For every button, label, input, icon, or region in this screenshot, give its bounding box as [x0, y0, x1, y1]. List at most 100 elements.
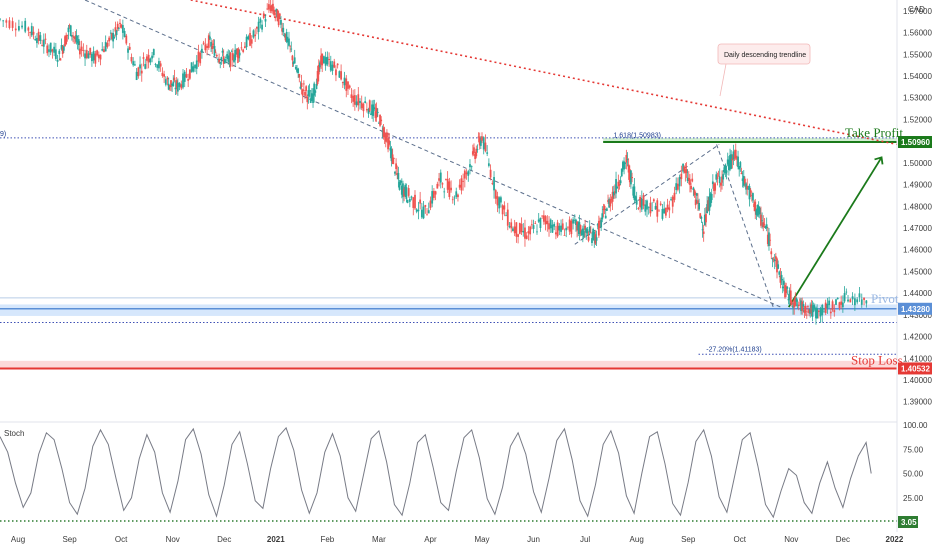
candle-body — [600, 219, 603, 228]
candle-body — [111, 33, 113, 39]
candle-body — [101, 49, 104, 51]
candle-body — [501, 205, 504, 215]
candle-body — [405, 187, 408, 200]
candle-body — [682, 163, 684, 172]
candle-body — [633, 186, 636, 200]
candle-body — [373, 107, 376, 110]
candle-body — [235, 53, 238, 54]
candle-body — [307, 90, 310, 96]
stoch-tick-label: 100.00 — [903, 421, 928, 430]
candle-body — [336, 63, 339, 66]
time-tick-label: Oct — [115, 535, 128, 544]
candle-body — [382, 127, 385, 137]
price-tick-label: 1.45000 — [903, 267, 932, 276]
candle-body — [816, 308, 818, 319]
stoch-tick-label: 75.00 — [903, 445, 924, 454]
candle-body — [320, 55, 322, 65]
candle-body — [580, 231, 583, 236]
candle-body — [604, 215, 607, 219]
candle-body — [443, 191, 446, 193]
candle-body — [293, 57, 296, 64]
candle-body — [607, 200, 609, 202]
candle-body — [34, 38, 37, 41]
candle-body — [793, 299, 796, 308]
candle-body — [147, 54, 150, 63]
candle-body — [482, 137, 485, 150]
candle-body — [473, 147, 475, 153]
candle-body — [732, 151, 735, 160]
candle-body — [792, 305, 794, 308]
candle-body — [601, 213, 604, 220]
candle-body — [677, 183, 679, 190]
candle-body — [158, 61, 160, 69]
candle-body — [651, 210, 654, 211]
candle-body — [627, 164, 630, 173]
candle-body — [828, 300, 831, 306]
candle-body — [103, 49, 105, 53]
candle-body — [312, 94, 314, 103]
candle-body — [809, 308, 812, 314]
candle-body — [362, 103, 365, 112]
candle-body — [130, 56, 133, 62]
candle-body — [711, 181, 714, 185]
candle-body — [671, 196, 674, 207]
candle-body — [298, 74, 301, 78]
candle-body — [632, 186, 635, 196]
candle-body — [434, 191, 437, 195]
stochastic-line — [0, 426, 872, 519]
time-tick-label: Oct — [734, 535, 747, 544]
candle-body — [774, 256, 777, 259]
stoch-tick-label: 25.00 — [903, 494, 924, 503]
candle-body — [247, 36, 250, 40]
candle-body — [649, 202, 652, 214]
time-tick-label: 2022 — [886, 535, 904, 544]
price-tick-label: 1.39000 — [903, 398, 932, 407]
candle-body — [398, 182, 401, 190]
candle-body — [503, 205, 506, 210]
candle-body — [36, 37, 38, 44]
candle-body — [556, 222, 559, 237]
candle-body — [534, 223, 537, 225]
candle-body — [220, 57, 223, 61]
candle-body — [548, 223, 550, 230]
candle-body — [324, 57, 327, 66]
candle-body — [594, 234, 597, 244]
candle-body — [570, 220, 573, 235]
candle-body — [338, 71, 341, 78]
candle-body — [121, 25, 124, 33]
candle-body — [313, 83, 316, 96]
candle-body — [214, 51, 217, 53]
candle-body — [376, 111, 379, 113]
price-tick-label: 1.52000 — [903, 115, 932, 124]
candle-body — [431, 191, 434, 204]
candle-body — [656, 200, 659, 217]
candle-body — [476, 149, 479, 151]
candle-body — [702, 231, 705, 234]
candle-body — [74, 36, 77, 40]
candle-body — [367, 108, 370, 114]
candle-body — [82, 50, 85, 52]
candle-body — [448, 181, 451, 197]
candle-body — [577, 224, 580, 231]
candle-body — [374, 111, 377, 118]
candle-body — [163, 74, 166, 77]
candle-body — [404, 184, 407, 195]
candle-body — [537, 219, 540, 222]
candle-body — [787, 298, 790, 301]
candle-body — [206, 45, 208, 49]
time-tick-label: Apr — [424, 535, 437, 544]
price-tick-label: 1.57000 — [903, 7, 932, 16]
candle-body — [626, 159, 629, 160]
candle-body — [686, 177, 689, 181]
candle-body — [73, 36, 76, 38]
candle-body — [817, 310, 820, 312]
candle-body — [245, 36, 248, 48]
candle-body — [187, 79, 190, 81]
candle-body — [237, 48, 240, 59]
candle-body — [687, 178, 690, 180]
candle-body — [804, 305, 807, 312]
candle-body — [539, 217, 542, 228]
candle-body — [383, 131, 386, 138]
candle-body — [299, 86, 302, 89]
candle-body — [120, 24, 123, 28]
